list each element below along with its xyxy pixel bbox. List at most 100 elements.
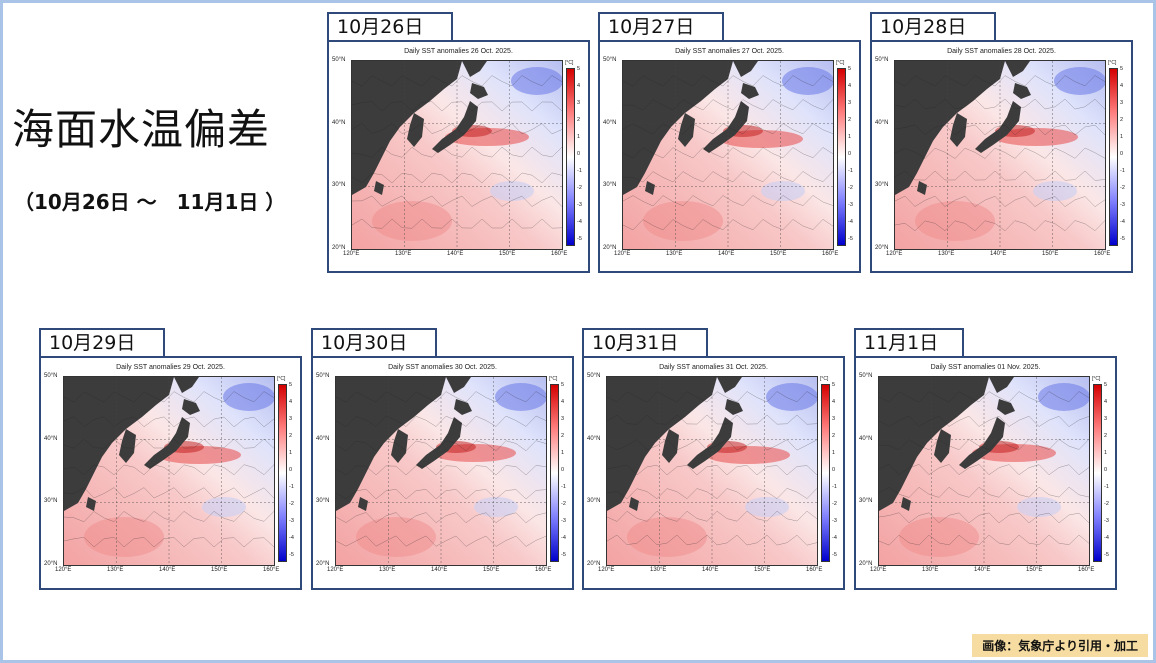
plot-title: Daily SST anomalies 26 Oct. 2025. xyxy=(404,48,513,55)
panel-date-tab: 10月26日 xyxy=(327,12,453,42)
lat-tick-label: 40°N xyxy=(332,119,346,126)
sst-anomaly-map xyxy=(878,376,1090,566)
colorbar-tick-label: -3 xyxy=(1104,518,1109,524)
colorbar xyxy=(550,384,559,562)
lat-tick-label: 50°N xyxy=(332,57,346,63)
plot-title: Daily SST anomalies 27 Oct. 2025. xyxy=(675,48,784,55)
lat-tick-label: 30°N xyxy=(44,498,58,504)
sst-anomaly-map xyxy=(606,376,818,566)
colorbar xyxy=(566,68,575,246)
lat-tick-label: 40°N xyxy=(316,435,330,442)
lon-tick-label: 130°E xyxy=(107,567,124,573)
lon-tick-label: 160°E xyxy=(1078,567,1095,573)
lon-tick-label: 150°E xyxy=(1026,567,1043,573)
lon-tick-label: 120°E xyxy=(886,251,903,257)
plot-title: Daily SST anomalies 01 Nov. 2025. xyxy=(930,364,1041,371)
colorbar-tick-label: 4 xyxy=(289,399,293,405)
colorbar-unit: [°C] xyxy=(1108,60,1117,66)
colorbar-tick-label: -5 xyxy=(832,552,837,558)
lat-tick-label: 20°N xyxy=(316,560,330,567)
colorbar-tick-label: -5 xyxy=(577,236,582,242)
colorbar-tick-label: -2 xyxy=(1120,185,1125,191)
colorbar-tick-label: -4 xyxy=(577,219,582,225)
colorbar-tick-label: 3 xyxy=(1104,416,1108,422)
colorbar-tick-label: -5 xyxy=(289,552,294,558)
colorbar-tick-label: -3 xyxy=(289,518,294,524)
lat-tick-label: 40°N xyxy=(587,435,601,442)
colorbar xyxy=(278,384,287,562)
lat-tick-label: 50°N xyxy=(316,373,330,379)
colorbar-tick-label: 4 xyxy=(577,83,581,89)
lon-tick-label: 150°E xyxy=(754,567,771,573)
lat-tick-label: 30°N xyxy=(859,498,873,504)
lon-tick-label: 150°E xyxy=(770,251,787,257)
plot-title: Daily SST anomalies 31 Oct. 2025. xyxy=(659,364,768,371)
colorbar-tick-label: 4 xyxy=(832,399,836,405)
sst-anomaly-map xyxy=(622,60,834,250)
colorbar-tick-label: -3 xyxy=(561,518,566,524)
lon-tick-label: 130°E xyxy=(395,251,412,257)
lon-tick-label: 120°E xyxy=(870,567,887,573)
colorbar-tick-label: 2 xyxy=(848,117,852,123)
plot-title: Daily SST anomalies 30 Oct. 2025. xyxy=(388,364,497,371)
lat-tick-label: 50°N xyxy=(587,373,601,379)
colorbar-tick-label: -1 xyxy=(832,484,837,490)
colorbar-tick-label: 2 xyxy=(577,117,581,123)
lat-tick-label: 20°N xyxy=(44,560,58,567)
colorbar-tick-label: 2 xyxy=(1120,117,1124,123)
panel-date-tab: 10月28日 xyxy=(870,12,996,42)
colorbar-unit: [°C] xyxy=(1092,376,1101,382)
colorbar-unit: [°C] xyxy=(820,376,829,382)
lon-tick-label: 150°E xyxy=(483,567,500,573)
lat-tick-label: 30°N xyxy=(332,182,346,188)
lon-tick-label: 160°E xyxy=(535,567,552,573)
colorbar-tick-label: 4 xyxy=(561,399,565,405)
colorbar-tick-label: 3 xyxy=(289,416,293,422)
colorbar-tick-label: 4 xyxy=(848,83,852,89)
colorbar xyxy=(1093,384,1102,562)
colorbar-tick-label: -4 xyxy=(561,535,566,541)
colorbar-tick-label: 5 xyxy=(848,66,852,72)
colorbar-tick-label: 1 xyxy=(832,450,836,456)
date-range-subtitle: （10月26日 ～ 11月1日 ） xyxy=(14,190,286,214)
colorbar-tick-label: 1 xyxy=(1120,134,1124,140)
colorbar-tick-label: 1 xyxy=(289,450,293,456)
colorbar-tick-label: -2 xyxy=(848,185,853,191)
colorbar-tick-label: -3 xyxy=(1120,202,1125,208)
colorbar-tick-label: 5 xyxy=(1104,382,1108,388)
colorbar-tick-label: -1 xyxy=(848,168,853,174)
colorbar-tick-label: 3 xyxy=(577,100,581,106)
colorbar-tick-label: -2 xyxy=(289,501,294,507)
sst-anomaly-panel: Daily SST anomalies 28 Oct. 2025. 50°N 40… xyxy=(870,40,1133,273)
colorbar-tick-label: -2 xyxy=(832,501,837,507)
lat-tick-label: 50°N xyxy=(875,57,889,63)
colorbar-tick-label: 0 xyxy=(1104,467,1108,473)
colorbar-tick-label: 0 xyxy=(561,467,565,473)
colorbar xyxy=(837,68,846,246)
colorbar-tick-label: -4 xyxy=(289,535,294,541)
lat-tick-label: 20°N xyxy=(859,560,873,567)
lon-tick-label: 130°E xyxy=(666,251,683,257)
lat-tick-label: 30°N xyxy=(316,498,330,504)
colorbar-tick-label: 5 xyxy=(1120,66,1124,72)
lat-tick-label: 40°N xyxy=(603,119,617,126)
sst-anomaly-panel: Daily SST anomalies 31 Oct. 2025. 50°N 40… xyxy=(582,356,845,590)
colorbar-tick-label: 4 xyxy=(1120,83,1124,89)
colorbar-tick-label: 3 xyxy=(1120,100,1124,106)
colorbar-tick-label: 0 xyxy=(832,467,836,473)
plot-title: Daily SST anomalies 29 Oct. 2025. xyxy=(116,364,225,371)
colorbar xyxy=(1109,68,1118,246)
colorbar-tick-label: -4 xyxy=(1104,535,1109,541)
sst-anomaly-map xyxy=(63,376,275,566)
colorbar-tick-label: -4 xyxy=(848,219,853,225)
lat-tick-label: 30°N xyxy=(875,182,889,188)
lon-tick-label: 140°E xyxy=(431,567,448,573)
lon-tick-label: 150°E xyxy=(499,251,516,257)
plot-title: Daily SST anomalies 28 Oct. 2025. xyxy=(947,48,1056,55)
lon-tick-label: 130°E xyxy=(379,567,396,573)
colorbar-tick-label: 5 xyxy=(832,382,836,388)
lon-tick-label: 140°E xyxy=(718,251,735,257)
colorbar-tick-label: 3 xyxy=(848,100,852,106)
lat-tick-label: 20°N xyxy=(603,244,617,251)
